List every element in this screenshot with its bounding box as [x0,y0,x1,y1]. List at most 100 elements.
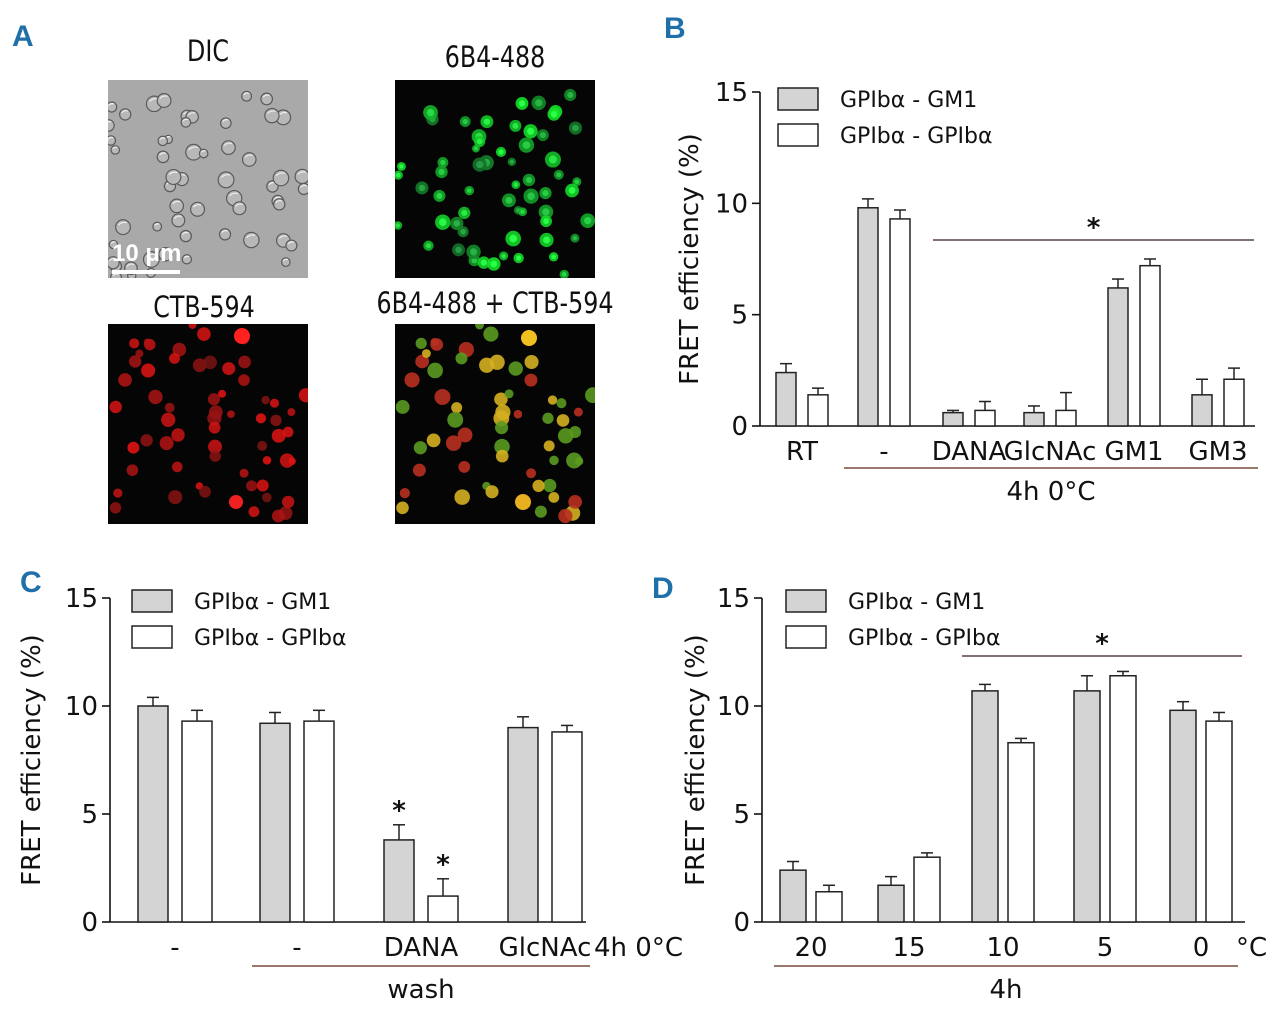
cell-highlight [118,221,127,226]
cell-highlight [287,241,295,245]
cell [454,489,470,505]
cell-highlight [300,184,307,188]
cell-core [426,108,435,117]
cell-highlight [244,154,253,158]
cell-highlight [188,146,198,151]
cell [485,485,499,499]
cell-core [476,161,484,169]
cell-core [551,254,556,260]
bar [1007,741,1035,923]
cell-core [550,111,558,118]
cell-highlight [121,110,129,114]
cell-highlight [168,171,178,176]
bar [913,856,941,923]
cell [141,363,156,378]
legend-label: GPIbα - GPIbα [848,626,1000,651]
cell-core [574,179,580,185]
x-tick-label: GlcNAc [1004,437,1097,467]
cell-highlight [183,255,190,259]
cell [148,389,163,405]
cell [297,182,308,196]
cell-core [527,127,535,135]
cell [415,337,427,349]
cell-highlight [159,95,168,99]
cell-core [539,132,546,139]
cell [413,441,427,455]
y-tick-label: 0 [81,908,98,938]
cell [445,435,462,451]
cell [188,324,197,329]
x-tick-label: 10 [986,933,1019,963]
cell [542,412,554,424]
cell-core [453,220,461,227]
cell-core [438,218,447,227]
cell [288,457,296,465]
cell [573,407,583,417]
cell [458,460,471,473]
cell-highlight [146,253,156,258]
cell-highlight [297,171,306,175]
panel-letter-c: C [20,566,42,599]
cell [238,355,251,369]
cell-highlight [159,137,166,140]
cell-core [512,122,519,129]
cell-core [498,149,504,155]
cell [556,414,570,427]
cell [126,464,139,476]
cell [549,455,559,466]
cell-core [490,260,498,268]
cell [207,411,222,426]
cell [203,355,217,370]
legend-label: GPIbα - GPIbα [194,626,346,651]
cell [556,398,567,409]
x-tick-label: DANA [384,933,459,963]
cell [192,358,207,373]
cell [547,395,558,405]
bar [303,720,335,923]
cell-highlight [108,103,115,106]
y-tick-label: 5 [733,800,750,830]
cell [287,408,296,417]
dic-image [108,80,308,278]
cell [135,349,144,358]
cell-core [473,146,478,151]
cell-core [584,216,592,225]
cell-highlight [273,196,281,200]
cell [430,338,439,347]
cell-highlight [282,258,289,262]
cell-core [395,172,401,178]
red-fluorescence-image [108,324,308,524]
cell [534,505,547,518]
cell-highlight [154,223,160,226]
cell [143,338,152,346]
cell [412,463,426,477]
significance-star: * [1087,213,1101,243]
y-tick-label: 0 [733,908,750,938]
cell [172,342,187,357]
bar [427,895,459,923]
bar [942,411,964,427]
y-tick-label: 5 [81,800,98,830]
bar [1107,287,1129,427]
cell-highlight [110,241,116,244]
scale-bar-label: 10 μm [112,240,182,267]
cell [271,509,285,523]
bar [383,839,415,923]
cell-core [572,124,579,132]
group-bracket-label: 4h 0°C [1007,477,1096,507]
cell [113,488,123,498]
y-tick-label: 5 [731,301,748,331]
cell-highlight [181,231,189,235]
cell-core [543,236,551,244]
cell-core [543,218,550,225]
cell [395,400,410,414]
cell [199,485,211,498]
legend-label: GPIbα - GM1 [194,590,331,615]
y-tick-label: 15 [65,584,98,614]
x-tick-label: - [170,933,179,963]
axis-note: 4h 0°C [594,933,683,963]
cell [574,456,584,466]
cell [513,409,523,419]
